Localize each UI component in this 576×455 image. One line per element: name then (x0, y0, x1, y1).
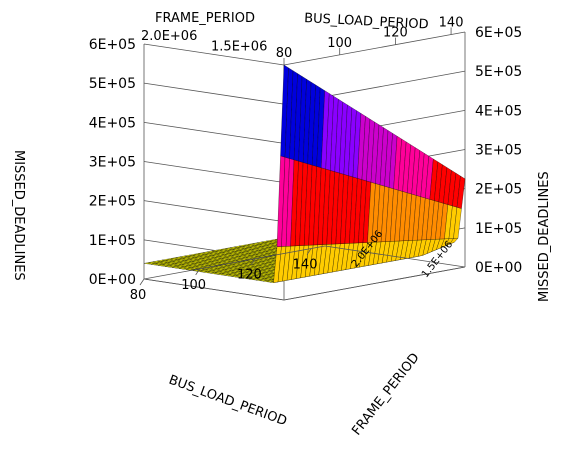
plot-box-front (143, 245, 466, 280)
bus-tick-label-front: 140 (293, 258, 318, 273)
floor-edge (283, 266, 466, 301)
back-wall-gridline (143, 161, 285, 183)
back-wall-gridline (143, 121, 285, 144)
bus-tick-mark (139, 278, 145, 286)
z-tick-label-right: 4E+05 (475, 103, 522, 119)
bus-tick-label-front: 80 (130, 288, 147, 303)
z-tick-label-left: 4E+05 (89, 115, 136, 131)
back-wall-gridline (283, 31, 466, 66)
top-frame-axis-title: FRAME_PERIOD (155, 11, 255, 26)
floor-edge (324, 245, 466, 268)
tick-labels: 0E+00 0E+00 1E+05 1E+05 2E+05 2E+05 3E+05 3E+05… (89, 16, 523, 303)
z-tick-label-left: 0E+00 (89, 272, 136, 288)
floor-edge (143, 245, 326, 280)
bus-tick-mark (195, 268, 201, 276)
z-tick-label-right: 5E+05 (475, 64, 522, 80)
bus-tick-label-front: 120 (237, 268, 262, 283)
surface-cell (456, 175, 466, 209)
bus-tick-label-front: 100 (181, 278, 206, 293)
z-tick-label-right: 2E+05 (475, 182, 522, 198)
frame-tick-label-top: 1.5E+06 (211, 39, 267, 54)
bus-tick-mark (306, 248, 312, 255)
bus-tick-mark (251, 258, 256, 265)
z-tick-label-left: 6E+05 (89, 37, 136, 53)
top-bus-axis-title: BUS_LOAD_PERIOD (304, 11, 429, 32)
z-tick-label-right: 0E+00 (475, 260, 522, 276)
back-wall-gridline (143, 200, 285, 223)
z-tick-label-left: 5E+05 (89, 76, 136, 92)
z-axis-title-right: MISSED_DEADLINES (537, 171, 552, 302)
back-wall-gridline (143, 82, 285, 105)
z-tick-label-left: 1E+05 (89, 233, 136, 249)
bus-tick-label-top: 80 (276, 46, 293, 61)
front-frame-axis-title: FRAME_PERIOD (349, 350, 422, 438)
z-tick-label-right: 1E+05 (475, 221, 522, 237)
z-tick-label-right: 3E+05 (475, 143, 522, 159)
back-wall-gridline (143, 43, 285, 66)
bus-tick-label-top: 140 (439, 16, 464, 31)
z-axis-title-left: MISSED_DEADLINES (11, 150, 26, 281)
floor-edge (143, 278, 285, 301)
z-tick-label-left: 3E+05 (89, 155, 136, 171)
z-tick-label-left: 2E+05 (89, 194, 136, 210)
surface-mesh (143, 64, 466, 283)
bus-tick-label-top: 100 (327, 36, 352, 51)
bus-tick-label-top: 120 (383, 26, 408, 41)
front-bus-axis-title: BUS_LOAD_PERIOD (167, 373, 289, 430)
frame-tick-label-top: 2.0E+06 (141, 29, 197, 44)
z-tick-label-right: 6E+05 (475, 25, 522, 41)
